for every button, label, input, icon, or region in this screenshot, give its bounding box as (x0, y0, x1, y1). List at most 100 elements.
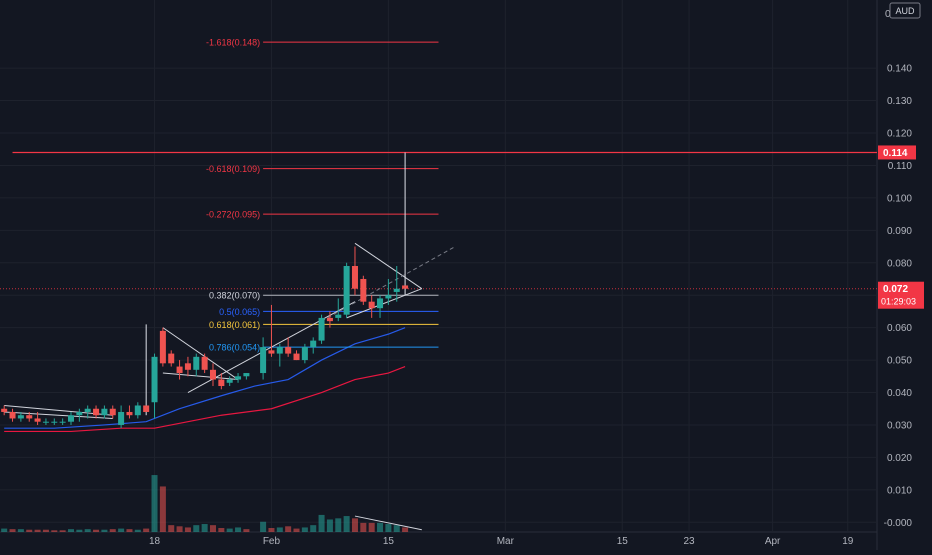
fib-level-label: -0.272(0.095) (206, 210, 260, 220)
volume-bar (17, 529, 24, 532)
volume-bar (193, 525, 200, 532)
candle-body (218, 379, 225, 387)
volume-bar (318, 514, 325, 532)
volume-bar (101, 529, 108, 532)
candle-body (93, 408, 100, 416)
volume-bar (218, 528, 225, 532)
currency-button[interactable] (889, 2, 921, 19)
volume-bar (360, 522, 367, 532)
candle-body (143, 405, 150, 412)
candle-body (335, 314, 342, 318)
volume-bar (118, 528, 125, 532)
volume-bar (184, 527, 191, 532)
candle-body (268, 350, 275, 354)
price-tick-label: 0.080 (887, 258, 912, 269)
volume-bar (159, 486, 166, 532)
price-tick-label: 0.040 (887, 388, 912, 399)
time-tick-label: 18 (149, 536, 161, 547)
volume-bar (143, 528, 150, 532)
price-tick-label: 0.110 (888, 161, 913, 172)
volume-bar (293, 528, 300, 532)
candle-body (193, 356, 200, 370)
volume-bar (260, 521, 267, 532)
candle-body (59, 421, 66, 423)
volume-bar (126, 529, 133, 532)
candle-body (235, 376, 242, 380)
level-price-tag-label: 0.114 (883, 148, 908, 159)
candle-body (351, 266, 358, 289)
volume-bar (276, 527, 283, 532)
candle-body (17, 415, 24, 419)
volume-bar (93, 529, 100, 532)
price-tick-label: 0.100 (887, 193, 912, 204)
time-tick-label: 23 (684, 536, 696, 547)
volume-bar (285, 526, 292, 532)
volume-bar (176, 526, 183, 532)
trendline (354, 242, 423, 290)
fib-level-label: 0.5(0.065) (219, 307, 260, 317)
candle-body (109, 408, 116, 416)
candle-body (151, 356, 158, 403)
volume-bar (268, 528, 275, 532)
price-tick-label: -0.000 (884, 518, 913, 529)
moving-average-line (4, 327, 406, 429)
moving-average-layer (4, 327, 406, 433)
candle-body (326, 317, 333, 322)
candle-body (201, 356, 208, 370)
price-tick-label: 0.090 (887, 226, 912, 237)
volume-bar (351, 518, 358, 532)
volume-bar (201, 524, 208, 532)
trendline (346, 288, 422, 319)
candle-body (126, 411, 133, 416)
volume-bar (393, 525, 400, 532)
candle-body (285, 347, 292, 354)
candle-body (377, 298, 384, 309)
candle-body (385, 295, 392, 299)
volume-bar (243, 529, 250, 532)
volume-bar (51, 530, 58, 532)
volume-bar (335, 518, 342, 532)
candle-body (168, 353, 175, 364)
candle-body (402, 285, 409, 289)
candle-body (84, 408, 91, 412)
trendline (162, 372, 239, 381)
candle-body (26, 415, 33, 419)
candle-body (51, 421, 58, 423)
volume-bar (385, 524, 392, 532)
current-price-tag (878, 281, 924, 309)
candle-body (184, 363, 191, 370)
price-tick-label: 0.020 (887, 453, 912, 464)
volume-bar (151, 475, 158, 532)
fibonacci-layer: -1.618(0.148) -0.618(0.109) -0.272(0.095) 0… (206, 38, 439, 353)
volume-trendline (354, 515, 422, 531)
trendline (4, 411, 113, 419)
price-tick-label: 0.130 (887, 96, 912, 107)
candle-body (226, 379, 233, 383)
volume-bar (26, 529, 33, 532)
volume-bar (226, 528, 233, 532)
volume-bar (76, 529, 83, 532)
current-price-tag-label: 0.072 (883, 284, 908, 295)
fib-level-label: 0.618(0.061) (209, 320, 260, 330)
candle-body (343, 266, 350, 315)
candle-body (310, 340, 317, 348)
currency-button-label: AUD (895, 6, 915, 16)
candle-body (42, 421, 49, 423)
time-tick-label: Feb (263, 536, 281, 547)
candle-body (67, 415, 75, 422)
volume-bar (209, 525, 216, 532)
volume-bar (1, 528, 8, 532)
candle-body (243, 373, 250, 377)
price-tick-label: 0.050 (887, 356, 912, 367)
candle-body (34, 418, 41, 422)
candle-body (360, 278, 367, 302)
fib-level-label: 0.382(0.070) (209, 291, 260, 301)
candle-body (209, 369, 216, 380)
price-tags: 0.114 0.072 01:29:03 (878, 145, 924, 309)
volume-layer (1, 475, 409, 532)
candle-body (393, 288, 400, 292)
fib-level-label: -1.618(0.148) (206, 38, 260, 48)
price-axis-top-stub: 0 (885, 9, 891, 20)
